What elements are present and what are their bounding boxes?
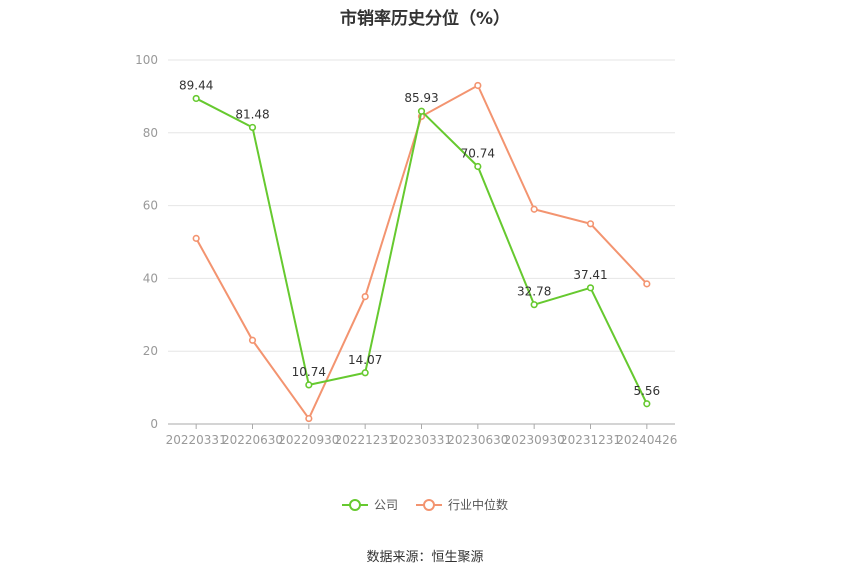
chart-title: 市销率历史分位（%） bbox=[339, 9, 511, 29]
data-label: 85.93 bbox=[404, 91, 438, 105]
data-point-company bbox=[474, 162, 482, 171]
x-tick-label: 20220930 bbox=[278, 433, 339, 447]
data-label: 70.74 bbox=[461, 147, 495, 161]
x-tick-label: 20221231 bbox=[335, 433, 396, 447]
data-point-industry bbox=[586, 220, 595, 228]
data-label: 5.56 bbox=[633, 384, 660, 398]
legend-company-label: 公司 bbox=[373, 498, 398, 512]
x-tick-label: 20231231 bbox=[560, 433, 621, 447]
legend-industry-icon bbox=[416, 498, 442, 511]
data-label: 81.48 bbox=[235, 107, 269, 121]
x-tick-label: 20230331 bbox=[391, 433, 452, 447]
y-tick-label: 40 bbox=[143, 271, 158, 285]
data-label: 10.74 bbox=[292, 365, 326, 379]
data-point-company bbox=[530, 301, 538, 309]
data-point-industry bbox=[530, 205, 538, 213]
series-line-company bbox=[195, 97, 648, 405]
x-tick-label: 20220630 bbox=[222, 433, 283, 447]
x-tick-label: 20230630 bbox=[447, 433, 508, 447]
x-tick-label: 20240426 bbox=[616, 433, 677, 447]
legend-item-industry[interactable]: 行业中位数 bbox=[416, 496, 508, 513]
x-tick-label: 20230930 bbox=[504, 433, 565, 447]
x-tick-label: 20220331 bbox=[166, 433, 227, 447]
data-point-industry bbox=[361, 293, 369, 301]
data-point-company bbox=[361, 369, 369, 377]
y-tick-label: 80 bbox=[143, 126, 158, 140]
y-tick-label: 20 bbox=[143, 344, 158, 358]
legend-industry-label: 行业中位数 bbox=[448, 498, 509, 512]
y-tick-label: 100 bbox=[135, 53, 158, 67]
y-tick-label: 0 bbox=[150, 417, 158, 431]
data-point-industry bbox=[643, 280, 651, 288]
data-label: 14.07 bbox=[348, 353, 382, 367]
y-tick-label: 60 bbox=[143, 199, 158, 213]
data-label: 89.44 bbox=[179, 78, 213, 92]
data-point-company bbox=[586, 284, 595, 292]
legend: 公司 行业中位数 bbox=[0, 496, 850, 513]
data-point-industry bbox=[192, 234, 200, 242]
legend-company-icon bbox=[341, 498, 368, 511]
data-source: 数据来源：恒生聚源 bbox=[366, 550, 484, 565]
data-point-industry bbox=[305, 414, 313, 423]
legend-item-company[interactable]: 公司 bbox=[341, 496, 398, 513]
data-point-company bbox=[248, 123, 257, 132]
data-point-company bbox=[192, 94, 200, 103]
data-point-industry bbox=[474, 81, 482, 90]
data-point-company bbox=[305, 381, 313, 389]
data-point-company bbox=[643, 400, 651, 408]
data-point-industry bbox=[248, 336, 257, 344]
data-point-company bbox=[417, 107, 426, 115]
data-label: 32.78 bbox=[517, 285, 551, 299]
data-label: 37.41 bbox=[573, 268, 607, 282]
series-line-industry bbox=[195, 84, 648, 421]
